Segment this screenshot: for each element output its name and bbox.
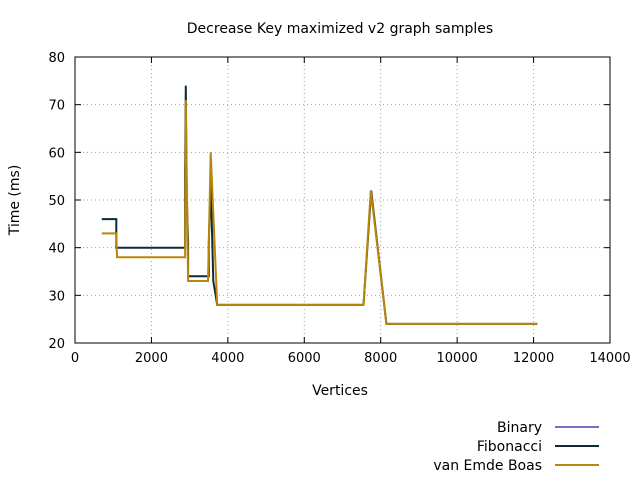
x-tick-label: 4000 [211,351,244,366]
series-line [101,85,538,325]
x-tick-label: 12000 [513,351,554,366]
x-tick-label: 6000 [288,351,321,366]
series-line [101,99,538,325]
x-axis-label: Vertices [312,383,368,399]
grid-lines [75,57,610,343]
y-tick-label: 80 [48,51,65,66]
y-tick-label: 50 [48,194,65,209]
y-tick-label: 20 [48,337,65,352]
x-tick-label: 14000 [589,351,630,366]
legend-label: Binary [497,420,542,436]
legend-label: van Emde Boas [433,458,542,474]
y-tick-label: 30 [48,289,65,304]
x-tick-label: 2000 [135,351,168,366]
series-lines [101,85,538,325]
x-tick-label: 8000 [364,351,397,366]
x-tick-label: 10000 [436,351,477,366]
chart-title: Decrease Key maximized v2 graph samples [187,21,493,37]
x-tick-label: 0 [71,351,79,366]
axis-ticks: 0 2000 4000 6000 8000 10000 12000 14000 20 30 40 50… [48,51,630,366]
y-tick-label: 60 [48,146,65,161]
y-tick-label: 70 [48,99,65,114]
legend-label: Fibonacci [477,439,542,455]
y-tick-label: 40 [48,242,65,257]
y-axis-label: Time (ms) [7,165,23,237]
legend: Binary Fibonacci van Emde Boas [433,420,599,474]
